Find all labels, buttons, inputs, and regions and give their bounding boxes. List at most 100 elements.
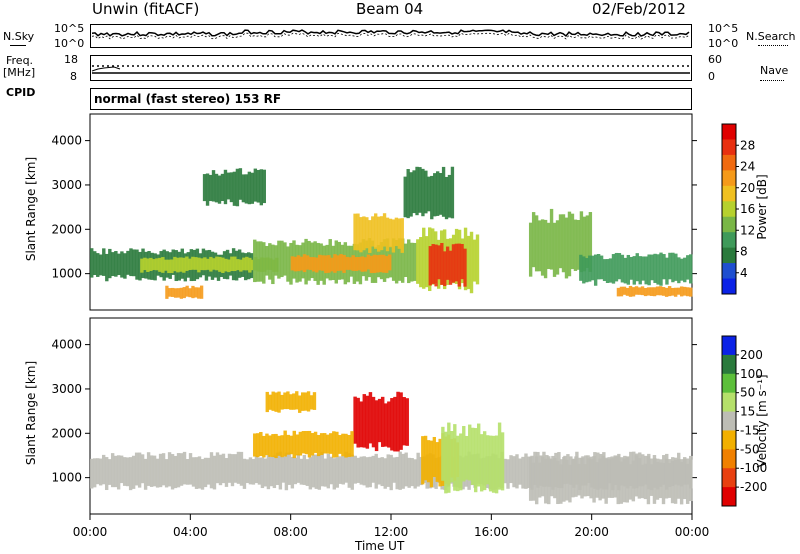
velocity-colorbar: 200 100 50 15 -15 -50 -100 -200 bbox=[721, 335, 767, 507]
power-colorbar-swatch bbox=[722, 124, 736, 140]
velocity-colorbar-tick-label: 100 bbox=[740, 367, 763, 381]
x-axis: 00:00 04:00 08:00 12:00 16:00 20:00 00:00 bbox=[73, 514, 710, 539]
noise-panel-trace bbox=[91, 29, 690, 40]
power-region bbox=[140, 256, 279, 274]
power-colorbar-tick-label: 8 bbox=[740, 245, 748, 259]
power-region bbox=[202, 168, 266, 207]
velocity-colorbar-swatch bbox=[722, 468, 736, 488]
noise-right-tick-bottom: 10^0 bbox=[708, 37, 739, 50]
freq-right-tick-bottom: 0 bbox=[708, 70, 715, 83]
power-ylabel: Slant Range [km] bbox=[24, 156, 38, 262]
freq-panel bbox=[90, 55, 692, 81]
freq-left-tick-top: 18 bbox=[64, 53, 78, 66]
velocity-colorbar-tick-label: -15 bbox=[740, 423, 760, 437]
velocity-region bbox=[441, 422, 505, 494]
power-colorbar-tick-label: 4 bbox=[740, 266, 748, 280]
x-tick-label: 00:00 bbox=[675, 525, 710, 539]
noise-left-underline bbox=[10, 45, 26, 46]
station-title: Unwin (fitACF) bbox=[92, 0, 200, 18]
freq-panel-trace bbox=[91, 65, 690, 74]
nave-label: Nave bbox=[760, 64, 789, 77]
velocity-region bbox=[265, 391, 317, 413]
x-tick-label: 20:00 bbox=[574, 525, 609, 539]
power-panel: 1000 2000 3000 4000 bbox=[51, 113, 697, 311]
power-colorbar-swatch bbox=[722, 139, 736, 156]
velocity-colorbar-label: Velocity [m s⁻¹] bbox=[755, 374, 769, 468]
velocity-colorbar-swatch bbox=[722, 430, 736, 450]
noise-left-tick-top: 10^5 bbox=[54, 22, 85, 35]
velocity-colorbar-swatch bbox=[722, 354, 736, 375]
freq-right-tick-top: 60 bbox=[708, 53, 722, 66]
velocity-ytick-label: 3000 bbox=[51, 382, 82, 396]
power-colorbar-swatch bbox=[722, 232, 736, 249]
noise-panel bbox=[90, 24, 692, 48]
power-colorbar-swatch bbox=[722, 154, 736, 171]
noise-right-tick-top: 10^5 bbox=[708, 22, 739, 35]
power-colorbar-label: Power [dB] bbox=[755, 174, 769, 240]
power-region bbox=[165, 285, 204, 299]
power-colorbar-tick-label: 28 bbox=[740, 138, 755, 152]
power-colorbar-swatch bbox=[722, 185, 736, 202]
cpid-value: normal (fast stereo) 153 RF bbox=[94, 92, 282, 106]
power-colorbar-swatch bbox=[722, 170, 736, 187]
x-tick-label: 16:00 bbox=[474, 525, 509, 539]
velocity-ylabel: Slant Range [km] bbox=[24, 360, 38, 466]
x-tick-label: 08:00 bbox=[273, 525, 308, 539]
power-colorbar-tick-label: 24 bbox=[740, 160, 755, 174]
power-colorbar-swatch bbox=[722, 201, 736, 218]
power-region bbox=[403, 166, 455, 220]
beam-title: Beam 04 bbox=[356, 0, 424, 18]
velocity-colorbar-tick-label: 15 bbox=[740, 405, 755, 419]
velocity-ytick-label: 2000 bbox=[51, 426, 82, 440]
velocity-ytick-label: 4000 bbox=[51, 338, 82, 352]
power-ytick-label: 1000 bbox=[51, 267, 82, 281]
velocity-colorbar-frame bbox=[721, 335, 737, 507]
cpid-label: CPID bbox=[6, 86, 36, 99]
cpid-panel bbox=[90, 88, 692, 110]
velocity-colorbar-tick-label: -50 bbox=[740, 442, 760, 456]
freq-left-tick-bottom: 8 bbox=[70, 70, 77, 83]
power-colorbar-swatch bbox=[722, 263, 736, 280]
power-ytick-label: 2000 bbox=[51, 222, 82, 236]
power-colorbar-swatch bbox=[722, 247, 736, 264]
velocity-region bbox=[528, 455, 693, 505]
power-ytick-label: 4000 bbox=[51, 134, 82, 148]
velocity-colorbar-tick-label: 200 bbox=[740, 348, 763, 362]
freq-label-2: [MHz] bbox=[3, 66, 36, 79]
velocity-colorbar-swatch bbox=[722, 411, 736, 431]
date-title: 02/Feb/2012 bbox=[592, 0, 686, 18]
power-colorbar-swatch bbox=[722, 278, 736, 295]
power-colorbar-tick-label: 20 bbox=[740, 181, 755, 195]
velocity-colorbar-swatch bbox=[722, 336, 736, 356]
velocity-panel: 1000 2000 3000 4000 bbox=[51, 317, 697, 515]
noise-left-label: N.Sky bbox=[3, 30, 35, 43]
power-colorbar-tick-label: 12 bbox=[740, 223, 755, 237]
velocity-colorbar-swatch bbox=[722, 392, 736, 413]
x-tick-label: 12:00 bbox=[374, 525, 409, 539]
power-colorbar-swatch bbox=[722, 216, 736, 233]
freq-label-1: Freq. bbox=[6, 54, 34, 67]
velocity-colorbar-tick-label: -200 bbox=[740, 480, 767, 494]
noise-right-label: N.Search bbox=[746, 30, 796, 43]
power-region bbox=[290, 254, 392, 274]
x-axis-label: Time UT bbox=[355, 539, 405, 553]
velocity-colorbar-swatch bbox=[722, 449, 736, 469]
noise-left-tick-bottom: 10^0 bbox=[54, 37, 85, 50]
velocity-ytick-label: 1000 bbox=[51, 471, 82, 485]
power-colorbar-tick-label: 16 bbox=[740, 202, 755, 216]
power-ytick-label: 3000 bbox=[51, 178, 82, 192]
power-region bbox=[428, 242, 467, 287]
power-region bbox=[616, 285, 693, 297]
nave-legend-line bbox=[760, 80, 784, 81]
x-tick-label: 00:00 bbox=[73, 525, 108, 539]
power-region bbox=[528, 208, 593, 279]
power-region bbox=[353, 213, 404, 253]
velocity-colorbar-tick-label: 50 bbox=[740, 386, 755, 400]
velocity-colorbar-swatch bbox=[722, 487, 736, 507]
velocity-colorbar-tick-label: -100 bbox=[740, 461, 767, 475]
velocity-region bbox=[253, 430, 354, 459]
noise-right-legend-line bbox=[758, 45, 788, 46]
velocity-region bbox=[353, 391, 409, 452]
velocity-colorbar-swatch bbox=[722, 373, 736, 394]
power-colorbar: 28 24 20 16 12 8 4 bbox=[721, 123, 755, 295]
